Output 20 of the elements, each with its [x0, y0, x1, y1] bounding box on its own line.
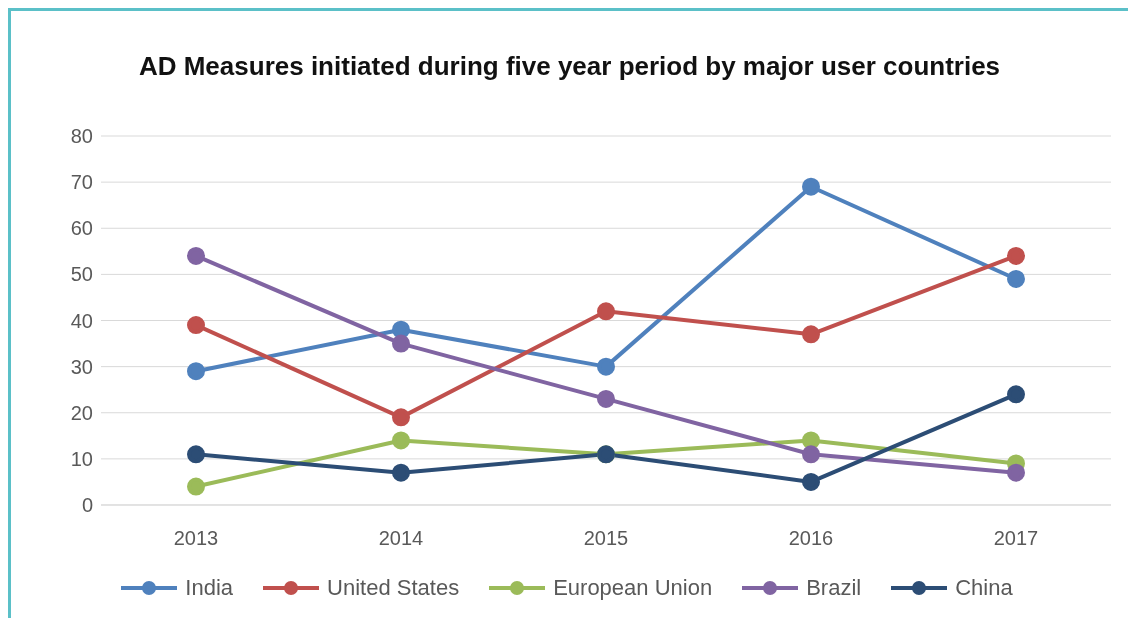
legend-label: Brazil: [806, 575, 862, 601]
y-tick-label: 40: [70, 309, 93, 332]
y-tick-label: 80: [70, 125, 93, 148]
legend-label: India: [185, 575, 234, 601]
y-tick-label: 30: [70, 355, 93, 378]
x-tick-label: 2016: [788, 527, 834, 550]
x-tick-label: 2017: [993, 527, 1039, 550]
x-tick-label: 2015: [583, 527, 629, 550]
legend-label: European Union: [553, 575, 713, 601]
y-tick-label: 50: [70, 263, 93, 286]
y-tick-label: 70: [70, 171, 93, 194]
y-tick-label: 0: [81, 494, 93, 517]
x-tick-label: 2013: [173, 527, 219, 550]
legend-label: China: [955, 575, 1013, 601]
y-tick-label: 10: [70, 447, 93, 470]
x-tick-label: 2014: [378, 527, 424, 550]
legend-label: United States: [327, 575, 460, 601]
chart-title: AD Measures initiated during five year period by major user countries: [137, 51, 1002, 82]
y-tick-label: 20: [70, 401, 93, 424]
y-tick-label: 60: [70, 217, 93, 240]
